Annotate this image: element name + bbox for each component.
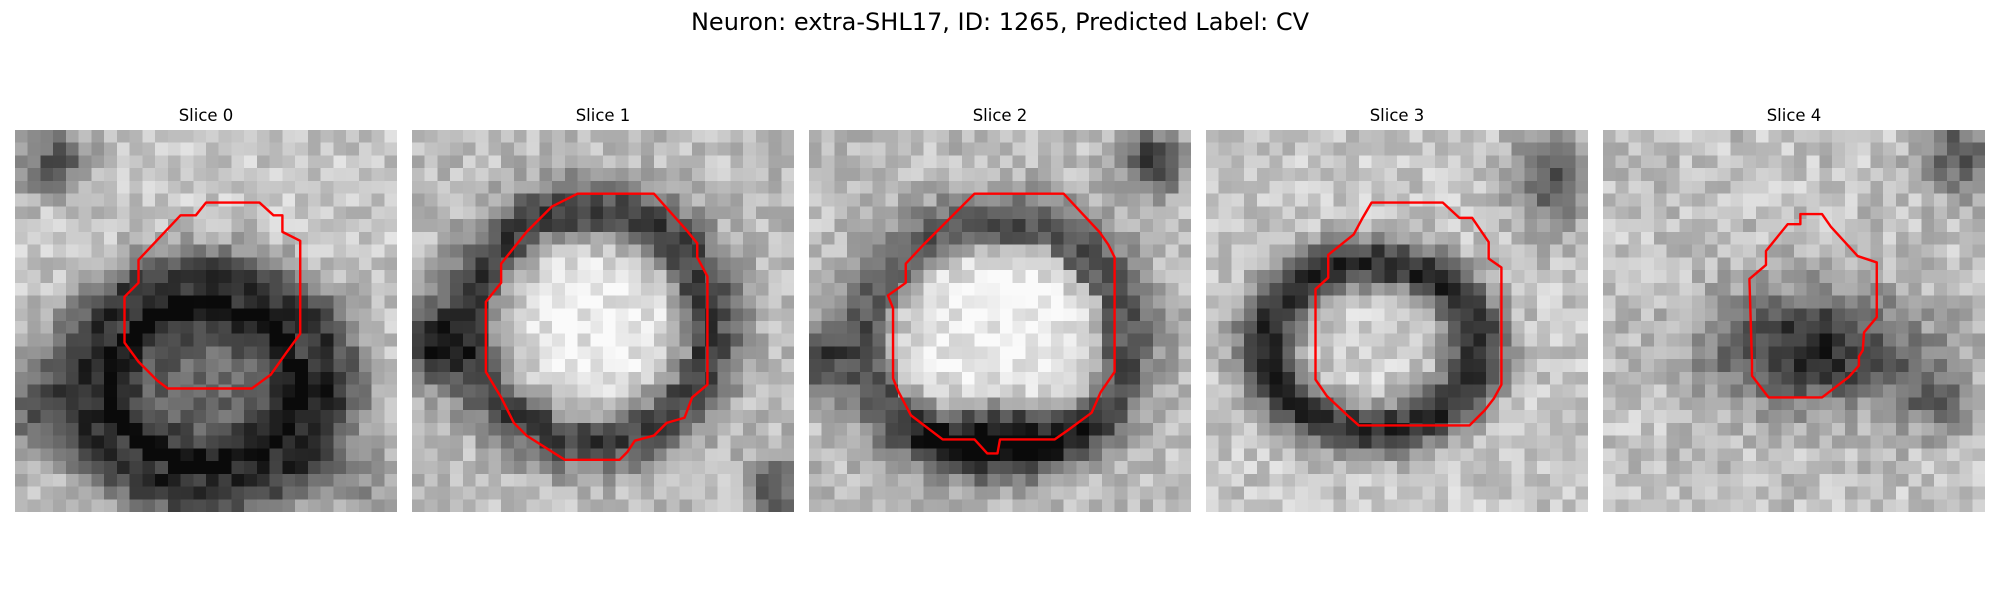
red-contour [1314,201,1503,427]
slice-image-4 [1603,130,1985,512]
slice-panel-0: Slice 0 [15,106,397,512]
slice-image-0 [15,130,397,512]
slice-title-1: Slice 1 [575,106,631,125]
slice-title-4: Slice 4 [1766,106,1822,125]
slice-panel-1: Slice 1 [412,106,794,512]
slice-panel-4: Slice 4 [1603,106,1985,512]
slice-title-0: Slice 0 [178,106,234,125]
slice-panel-2: Slice 2 [809,106,1191,512]
slice-title-2: Slice 2 [972,106,1028,125]
slice-image-1 [412,130,794,512]
figure-title: Neuron: extra-SHL17, ID: 1265, Predicted… [690,8,1310,36]
red-contour [484,192,709,462]
slice-image-2 [809,130,1191,512]
slice-panel-3: Slice 3 [1206,106,1588,512]
slice-image-3 [1206,130,1588,512]
red-contour [1748,212,1878,399]
slice-title-3: Slice 3 [1369,106,1425,125]
red-contour [123,201,302,390]
red-contour [886,192,1116,455]
